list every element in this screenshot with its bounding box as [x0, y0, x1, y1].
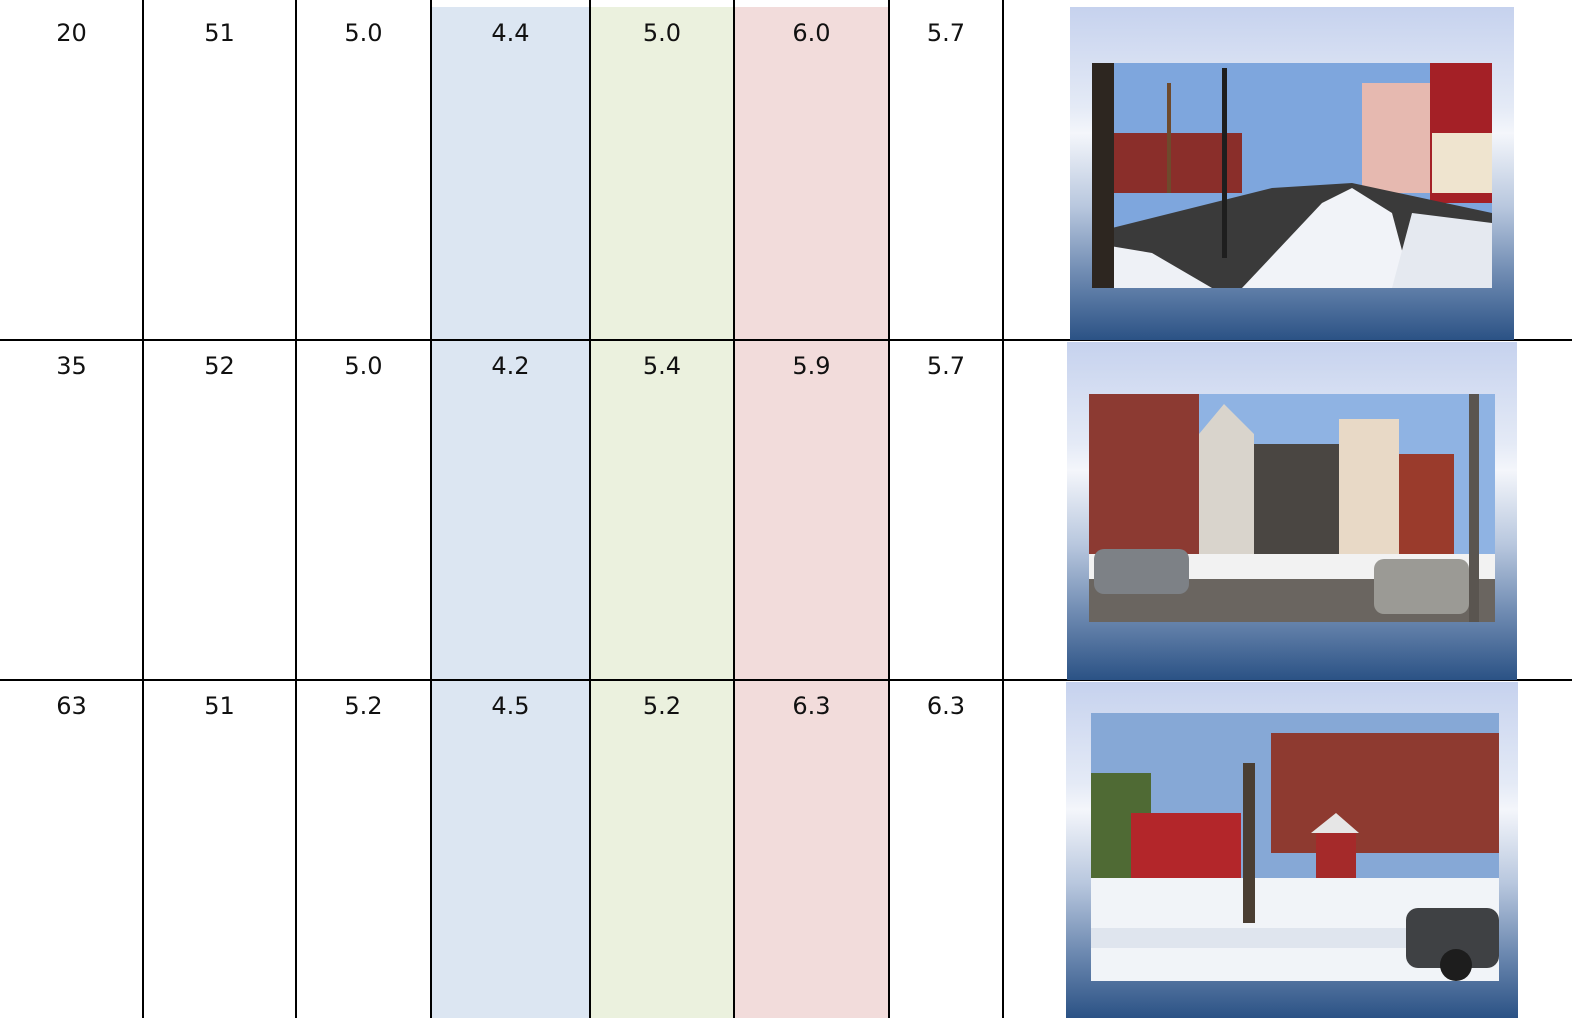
table-cell: 5.9 — [734, 340, 889, 680]
photo — [1091, 713, 1499, 981]
table-cell: 6.3 — [734, 680, 889, 1018]
column-border — [888, 0, 890, 1018]
column-border — [142, 0, 144, 1018]
column-border — [733, 0, 735, 1018]
table-cell: 52 — [204, 352, 235, 380]
column-border — [295, 0, 297, 1018]
table-cell: 20 — [56, 19, 87, 47]
table-cell: 5.7 — [926, 19, 966, 47]
table-cell: 51 — [204, 692, 235, 720]
table-cell: 5.4 — [590, 340, 734, 680]
table-cell: 4.5 — [431, 680, 590, 1018]
row-border — [0, 679, 1572, 681]
table-cell: 4.2 — [431, 340, 590, 680]
table-cell: 51 — [204, 19, 235, 47]
row-border — [0, 339, 1572, 341]
photo — [1089, 394, 1495, 622]
table-cell: 5.7 — [926, 352, 966, 380]
column-border — [589, 0, 591, 1018]
table-cell: 4.4 — [431, 7, 590, 340]
table-cell: 6.0 — [734, 7, 889, 340]
table-cell: 5.0 — [344, 352, 383, 380]
table-cell: 5.2 — [590, 680, 734, 1018]
table-cell: 35 — [56, 352, 87, 380]
photo — [1092, 63, 1492, 288]
table-cell: 6.3 — [926, 692, 966, 720]
column-border — [1002, 0, 1004, 1018]
table-cell: 63 — [56, 692, 87, 720]
column-border — [430, 0, 432, 1018]
table-cell: 5.0 — [344, 19, 383, 47]
table-cell: 5.2 — [344, 692, 383, 720]
table-cell: 5.0 — [590, 7, 734, 340]
